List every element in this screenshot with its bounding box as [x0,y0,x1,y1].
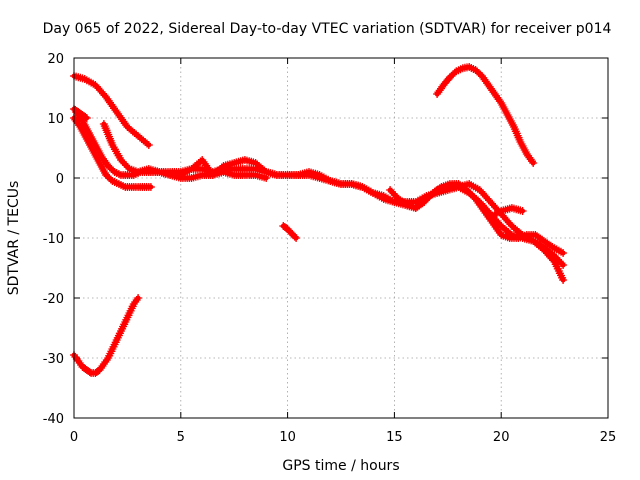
x-tick-label: 20 [493,430,510,445]
y-tick-label: 20 [47,52,64,67]
x-tick-label: 5 [177,430,185,445]
series-track-h [486,204,527,221]
chart-title: Day 065 of 2022, Sidereal Day-to-day VTE… [43,21,612,37]
x-tick-label: 10 [279,430,296,445]
series-markers [70,114,155,191]
x-tick-label: 25 [600,430,617,445]
y-axis-label: SDTVAR / TECUs [6,181,22,296]
y-tick-label: -10 [43,232,64,247]
series-markers [386,180,568,257]
plot-frame [73,57,609,419]
series-track-j [279,222,301,242]
plot-area [70,63,568,377]
series-markers [279,222,301,242]
x-tick-label: 0 [70,430,78,445]
y-tick-label: -20 [43,292,64,307]
series-markers [70,294,143,377]
series-track-g [386,180,568,257]
x-tick-label: 15 [386,430,403,445]
series-track-c [70,114,155,191]
y-tick-label: -30 [43,352,64,367]
series-track-k [70,294,143,377]
y-tick-label: -40 [43,412,64,427]
y-tick-label: 0 [56,172,64,187]
series-markers [486,204,527,221]
axis-ticks: 0 5 10 15 20 25 -40 -30 -20 -10 0 10 20 [43,52,617,445]
series-track-i [433,63,538,167]
y-tick-label: 10 [47,112,64,127]
x-axis-label: GPS time / hours [282,458,399,474]
series-markers [433,63,538,167]
